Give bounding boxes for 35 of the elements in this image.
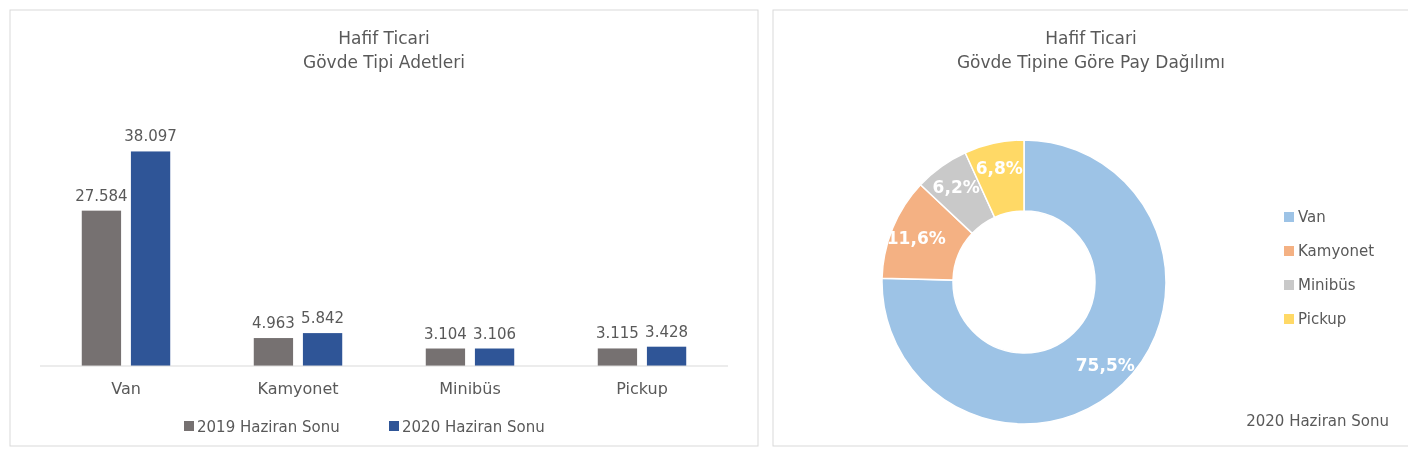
data-label: 38.097 bbox=[124, 127, 177, 146]
data-label: 75,5% bbox=[1075, 355, 1135, 376]
data-label: 3.106 bbox=[473, 324, 517, 343]
bar bbox=[474, 348, 515, 366]
chart-title: Hafif Ticari bbox=[1045, 28, 1137, 48]
data-label: 3.115 bbox=[595, 324, 639, 343]
data-label: 11,6% bbox=[886, 227, 946, 248]
bar bbox=[302, 333, 343, 366]
text: 2020 Haziran Sonu bbox=[1246, 412, 1389, 430]
bar bbox=[130, 151, 171, 366]
legend-label: Pickup bbox=[1298, 310, 1347, 328]
data-label: 5.842 bbox=[301, 309, 345, 328]
legend-label: Minibüs bbox=[1298, 276, 1356, 294]
chart-subtitle: Gövde Tipi Adetleri bbox=[303, 52, 465, 72]
data-label: 6,8% bbox=[975, 158, 1023, 179]
bar bbox=[597, 348, 638, 366]
legend-label: 2019 Haziran Sonu bbox=[197, 418, 340, 436]
chart-subtitle: Gövde Tipine Göre Pay Dağılımı bbox=[956, 52, 1226, 72]
bar bbox=[81, 210, 122, 366]
legend-label: 2020 Haziran Sonu bbox=[402, 418, 545, 436]
legend-label: Van bbox=[1298, 208, 1326, 226]
x-tick-label: Kamyonet bbox=[257, 379, 339, 398]
chart-title: Hafif Ticari bbox=[338, 28, 430, 48]
x-tick-label: Pickup bbox=[616, 379, 668, 398]
bar bbox=[646, 346, 687, 366]
x-tick-label: Minibüs bbox=[439, 379, 501, 398]
data-label: 3.428 bbox=[645, 322, 689, 341]
data-label: 4.963 bbox=[251, 314, 295, 333]
x-tick-label: Van bbox=[111, 379, 141, 398]
bar bbox=[425, 348, 466, 366]
data-label: 3.104 bbox=[423, 324, 467, 343]
legend-label: Kamyonet bbox=[1298, 242, 1375, 260]
bar bbox=[253, 338, 294, 366]
donut-slice bbox=[881, 139, 1167, 425]
data-label: 27.584 bbox=[75, 186, 128, 205]
